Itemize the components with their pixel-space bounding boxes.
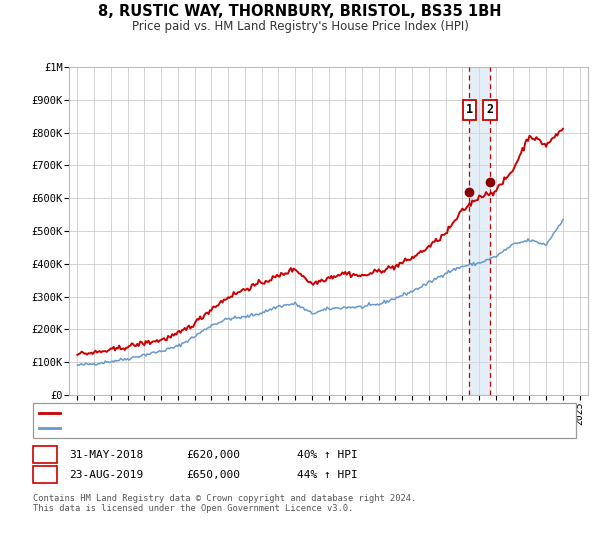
Text: £650,000: £650,000 bbox=[186, 470, 240, 480]
Text: 8, RUSTIC WAY, THORNBURY, BRISTOL, BS35 1BH: 8, RUSTIC WAY, THORNBURY, BRISTOL, BS35 … bbox=[98, 4, 502, 20]
Text: 2: 2 bbox=[487, 103, 494, 116]
Text: 1: 1 bbox=[41, 448, 49, 461]
Text: 31-MAY-2018: 31-MAY-2018 bbox=[69, 450, 143, 460]
Text: 8, RUSTIC WAY, THORNBURY, BRISTOL, BS35 1BH (detached house): 8, RUSTIC WAY, THORNBURY, BRISTOL, BS35 … bbox=[64, 408, 424, 418]
Text: 40% ↑ HPI: 40% ↑ HPI bbox=[297, 450, 358, 460]
Text: Contains HM Land Registry data © Crown copyright and database right 2024.
This d: Contains HM Land Registry data © Crown c… bbox=[33, 494, 416, 514]
Text: HPI: Average price, detached house, South Gloucestershire: HPI: Average price, detached house, Sout… bbox=[64, 423, 406, 433]
Text: 23-AUG-2019: 23-AUG-2019 bbox=[69, 470, 143, 480]
Text: £620,000: £620,000 bbox=[186, 450, 240, 460]
Text: 1: 1 bbox=[466, 103, 473, 116]
Text: 2: 2 bbox=[41, 468, 49, 482]
Text: Price paid vs. HM Land Registry's House Price Index (HPI): Price paid vs. HM Land Registry's House … bbox=[131, 20, 469, 32]
Bar bbox=[469, 67, 490, 395]
Text: 44% ↑ HPI: 44% ↑ HPI bbox=[297, 470, 358, 480]
